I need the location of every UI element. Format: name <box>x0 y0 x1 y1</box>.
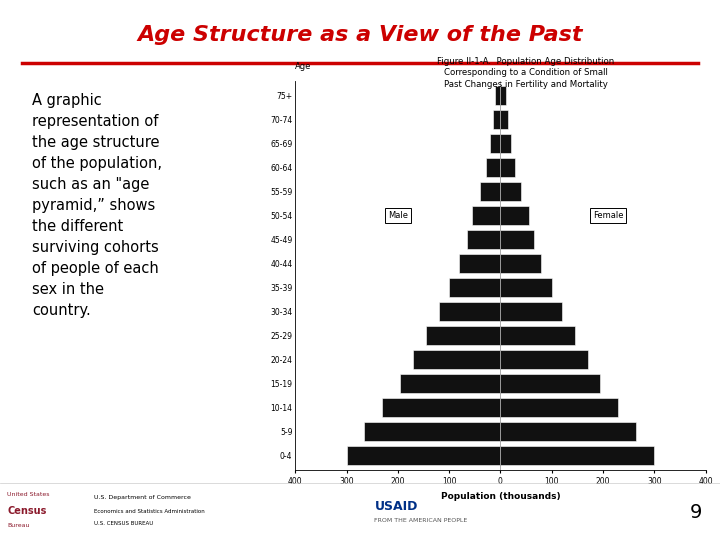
Bar <box>449 278 500 297</box>
Text: 9: 9 <box>690 503 702 522</box>
Bar <box>472 206 500 225</box>
Bar <box>500 181 521 201</box>
Bar <box>400 374 500 393</box>
Text: A graphic
representation of
the age structure
of the population,
such as an "age: A graphic representation of the age stru… <box>32 93 162 318</box>
Bar <box>500 422 636 441</box>
Bar <box>382 397 500 417</box>
Text: Female: Female <box>593 211 624 220</box>
Text: Figure II-1-A.  Population Age Distribution
Corresponding to a Condition of Smal: Figure II-1-A. Population Age Distributi… <box>437 57 614 89</box>
Bar <box>480 181 500 201</box>
Text: Male: Male <box>388 211 408 220</box>
Bar <box>500 326 575 345</box>
Bar <box>500 206 528 225</box>
Bar <box>492 110 500 129</box>
Bar <box>486 158 500 177</box>
Text: USAID: USAID <box>374 500 418 512</box>
Text: U.S. CENSUS BUREAU: U.S. CENSUS BUREAU <box>94 522 153 526</box>
Text: United States: United States <box>7 491 50 497</box>
Bar <box>467 230 500 249</box>
Bar <box>500 446 654 465</box>
Bar <box>500 230 534 249</box>
Bar <box>500 349 588 369</box>
Bar <box>500 278 552 297</box>
Bar <box>500 374 600 393</box>
Bar <box>346 446 500 465</box>
Text: Age: Age <box>295 63 312 71</box>
Bar <box>413 349 500 369</box>
Text: Bureau: Bureau <box>7 523 30 528</box>
Bar <box>500 110 508 129</box>
Bar <box>500 254 541 273</box>
Bar <box>459 254 500 273</box>
Bar <box>439 301 500 321</box>
Text: Census: Census <box>7 506 47 516</box>
Bar <box>426 326 500 345</box>
Bar <box>500 133 510 153</box>
Bar <box>500 301 562 321</box>
Bar <box>495 85 500 105</box>
X-axis label: Population (thousands): Population (thousands) <box>441 492 560 501</box>
Bar <box>500 397 618 417</box>
Text: FROM THE AMERICAN PEOPLE: FROM THE AMERICAN PEOPLE <box>374 518 468 523</box>
Bar <box>364 422 500 441</box>
Text: Age Structure as a View of the Past: Age Structure as a View of the Past <box>138 25 582 45</box>
Bar <box>500 158 515 177</box>
Text: Economics and Statistics Administration: Economics and Statistics Administration <box>94 509 204 514</box>
Text: U.S. Department of Commerce: U.S. Department of Commerce <box>94 495 191 500</box>
Bar <box>490 133 500 153</box>
Bar <box>500 85 505 105</box>
